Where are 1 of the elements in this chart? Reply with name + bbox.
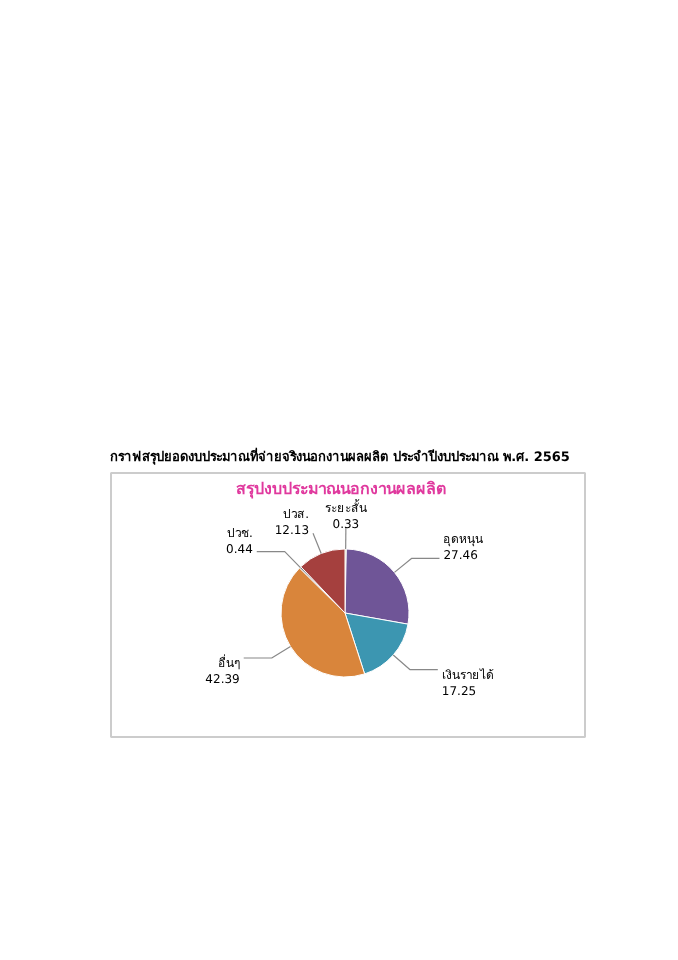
chart-subtitle: สรุปงบประมาณนอกงานผลผลิต <box>236 480 446 500</box>
